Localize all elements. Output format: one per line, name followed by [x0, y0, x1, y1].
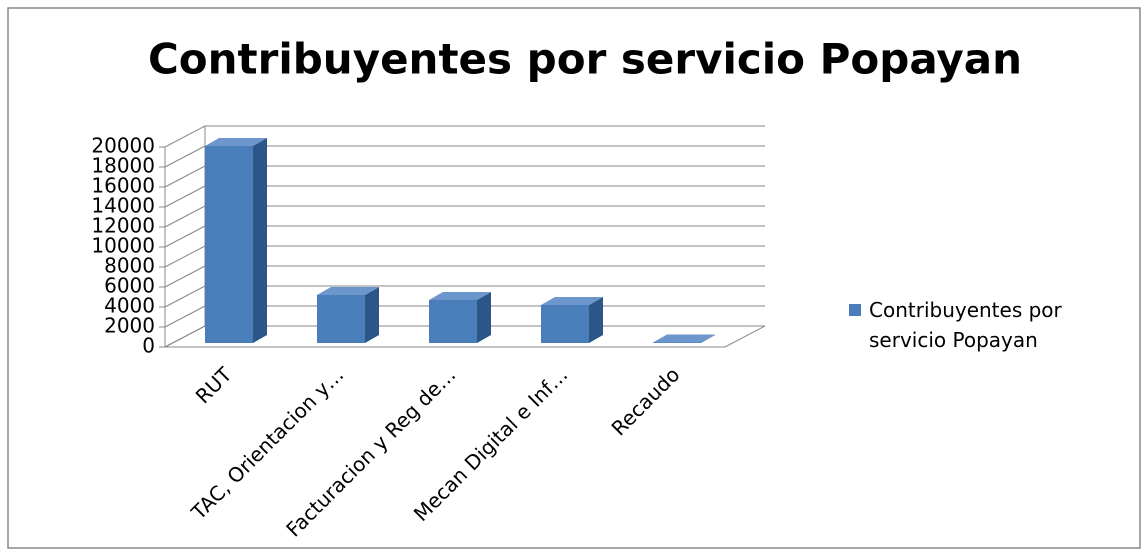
bar — [653, 334, 715, 343]
y-tick-label: 18000 — [91, 154, 155, 178]
grid-line — [164, 305, 206, 328]
bar — [429, 292, 491, 343]
legend-swatch — [849, 304, 861, 316]
grid-line — [164, 245, 206, 268]
bar-top — [653, 334, 715, 343]
bar-side — [253, 138, 267, 343]
legend-label: Contribuyentes por servicio Popayan — [869, 298, 1062, 352]
bar — [205, 138, 267, 343]
bar-top — [317, 287, 379, 295]
bar — [541, 297, 603, 343]
y-tick-label: 12000 — [91, 214, 155, 238]
bar-top — [205, 138, 267, 146]
grid-line — [164, 165, 206, 188]
bar-front — [317, 295, 365, 343]
bar-front — [205, 146, 253, 343]
grid-line — [164, 145, 206, 168]
legend: Contribuyentes por servicio Popayan — [845, 295, 1135, 355]
y-tick-label: 6000 — [104, 274, 155, 298]
bar-side — [589, 297, 603, 343]
grid-line — [164, 225, 206, 248]
chart-title: Contribuyentes por servicio Popayan — [148, 35, 1022, 84]
grid-line — [164, 205, 206, 228]
chart-border — [7, 7, 1141, 549]
y-tick-label: 14000 — [91, 194, 155, 218]
y-tick-label: 10000 — [91, 234, 155, 258]
bar-front — [541, 305, 589, 343]
bar-front — [429, 300, 477, 343]
grid-line — [164, 285, 206, 308]
bar-side — [477, 292, 491, 343]
y-tick-label: 2000 — [104, 314, 155, 338]
bar-side — [365, 287, 379, 343]
y-tick-label: 0 — [142, 334, 155, 358]
grid-line — [164, 325, 206, 348]
bar-top — [429, 292, 491, 300]
bar-side — [701, 334, 715, 343]
y-tick-label: 4000 — [104, 294, 155, 318]
bar-front — [653, 342, 701, 343]
grid-line — [164, 125, 206, 148]
grid-line — [164, 185, 206, 208]
grid-line — [164, 265, 206, 288]
bar — [317, 287, 379, 343]
y-tick-label: 8000 — [104, 254, 155, 278]
y-tick-label: 16000 — [91, 174, 155, 198]
y-tick-label: 20000 — [91, 134, 155, 158]
bar-top — [541, 297, 603, 305]
